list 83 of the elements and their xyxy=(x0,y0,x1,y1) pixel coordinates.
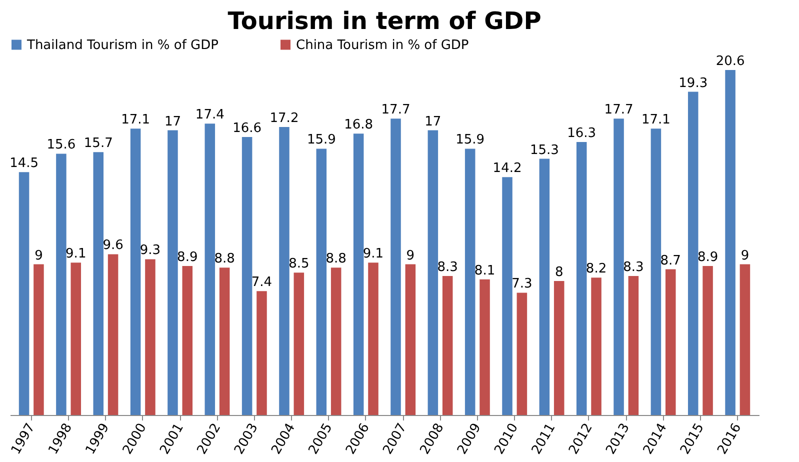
bar xyxy=(539,158,550,415)
data-label: 14.5 xyxy=(10,156,39,172)
data-label: 19.3 xyxy=(678,76,708,91)
bar xyxy=(576,142,587,415)
bar xyxy=(330,268,342,415)
legend-label: Thailand Tourism in % of GDP xyxy=(26,38,219,53)
data-label: 8.3 xyxy=(437,260,458,275)
data-label: 15.6 xyxy=(46,138,76,153)
data-label: 16.3 xyxy=(567,126,596,142)
data-label: 9 xyxy=(406,248,415,264)
data-label: 9.3 xyxy=(140,243,161,258)
bar xyxy=(516,292,528,415)
bar xyxy=(614,118,624,415)
data-label: 17.4 xyxy=(195,108,224,123)
data-label: 15.9 xyxy=(306,132,336,148)
bar xyxy=(442,276,453,415)
bar xyxy=(256,291,267,415)
bar xyxy=(554,281,564,415)
bar xyxy=(294,272,304,415)
bar xyxy=(108,254,118,415)
data-label: 9.1 xyxy=(362,246,384,262)
data-label: 17.1 xyxy=(641,112,670,128)
bar xyxy=(219,268,230,415)
data-label: 20.6 xyxy=(716,54,745,69)
data-label: 15.7 xyxy=(84,136,113,152)
bar xyxy=(464,148,476,415)
bar xyxy=(702,266,713,415)
bar xyxy=(740,264,750,415)
legend-label: China Tourism in % of GDP xyxy=(296,38,469,53)
data-label: 9 xyxy=(34,248,43,264)
bar xyxy=(70,262,82,415)
bar xyxy=(353,134,364,415)
bar xyxy=(130,128,141,415)
data-label: 8.8 xyxy=(326,252,346,267)
data-label: 8.5 xyxy=(288,256,310,272)
bar xyxy=(316,148,327,415)
data-label: 9 xyxy=(740,248,750,264)
data-label: 8.9 xyxy=(697,250,718,265)
data-label: 7.3 xyxy=(512,276,532,292)
bar xyxy=(725,70,736,415)
bar xyxy=(34,264,44,415)
data-label: 9.6 xyxy=(102,238,124,254)
data-label: 17.2 xyxy=(270,110,299,126)
data-label: 15.3 xyxy=(530,142,559,158)
data-label: 16.8 xyxy=(344,118,374,133)
bar xyxy=(628,276,639,415)
data-label: 8.2 xyxy=(586,262,607,277)
data-label: 15.9 xyxy=(456,132,485,148)
data-label: 8 xyxy=(554,265,564,280)
bar xyxy=(368,262,378,415)
data-label: 17.7 xyxy=(381,102,410,118)
bar xyxy=(182,266,193,415)
data-label: 17.1 xyxy=(121,112,150,128)
data-label: 16.6 xyxy=(232,120,262,136)
bar xyxy=(93,152,104,415)
bar xyxy=(56,154,66,415)
bar xyxy=(502,177,512,415)
data-label: 7.4 xyxy=(251,275,272,290)
data-label: 8.8 xyxy=(214,252,235,267)
bar xyxy=(204,124,216,415)
chart-title: Tourism in term of GDP xyxy=(228,7,542,35)
data-label: 14.2 xyxy=(492,161,522,176)
bar xyxy=(18,172,30,415)
bar xyxy=(390,118,401,415)
data-label: 17.7 xyxy=(604,102,634,118)
bar xyxy=(242,136,252,415)
data-label: 17 xyxy=(424,114,442,130)
data-label: 8.1 xyxy=(474,263,496,278)
bar xyxy=(405,264,416,415)
bar xyxy=(428,130,438,415)
bar xyxy=(145,259,156,415)
data-label: 9.1 xyxy=(66,246,86,262)
bar xyxy=(665,269,676,415)
bar xyxy=(279,126,290,415)
bar xyxy=(591,278,602,415)
bar xyxy=(168,130,178,415)
data-label: 8.3 xyxy=(623,260,644,275)
bar xyxy=(480,279,490,415)
data-label: 17 xyxy=(164,114,181,130)
data-label: 8.9 xyxy=(177,250,198,265)
data-label: 8.7 xyxy=(660,253,681,268)
bar xyxy=(688,92,698,415)
bar xyxy=(650,128,662,415)
